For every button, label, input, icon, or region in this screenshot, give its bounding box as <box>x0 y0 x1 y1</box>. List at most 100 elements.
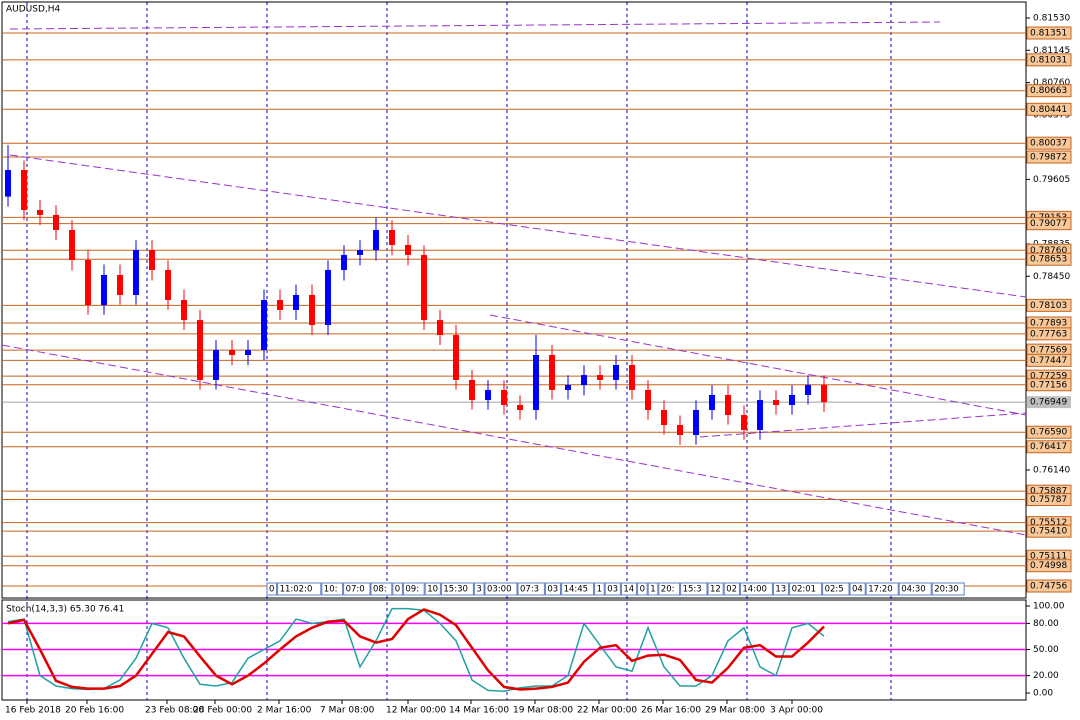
candle-body <box>53 214 59 230</box>
level-label: 0.77763 <box>1030 329 1067 339</box>
level-label: 0.77447 <box>1030 356 1067 366</box>
y-tick-label: 0.80760 <box>1033 78 1070 88</box>
candle-body <box>37 210 43 215</box>
trendline <box>1 344 1027 536</box>
time-mark-box <box>370 582 393 596</box>
level-label: 0.79077 <box>1030 219 1067 229</box>
time-mark-box <box>658 582 681 596</box>
candle-body <box>709 394 715 411</box>
time-mark-box <box>440 582 474 596</box>
time-mark: 08: <box>373 585 387 595</box>
level-label: 0.76417 <box>1030 442 1067 452</box>
time-mark: 20: <box>661 585 675 595</box>
candle-body <box>21 170 27 211</box>
level-box <box>1026 440 1072 454</box>
time-mark-box <box>473 582 485 596</box>
level-box <box>1026 102 1072 116</box>
time-mark: 14:00 <box>742 585 767 595</box>
time-mark-box <box>739 582 773 596</box>
current-price-label: 0.76949 <box>1030 398 1067 408</box>
time-mark: 1 <box>650 585 655 595</box>
time-mark: 07:0 <box>346 585 365 595</box>
candle-body <box>533 354 539 411</box>
time-mark-box <box>822 582 850 596</box>
candle-body <box>469 379 475 401</box>
level-box <box>1026 298 1072 312</box>
level-box <box>1026 353 1072 367</box>
time-mark-box <box>680 582 708 596</box>
stoch-line <box>7 607 825 693</box>
x-tick-label: 23 Feb 08:00 <box>145 706 204 716</box>
time-mark-box <box>321 582 344 596</box>
candle-body <box>677 425 683 435</box>
main-panel <box>1 1 1027 599</box>
x-tick-label: 2 Mar 16:00 <box>257 706 312 716</box>
candle-body <box>149 250 155 270</box>
time-mark-box <box>392 582 403 596</box>
level-label: 0.80441 <box>1030 105 1067 115</box>
level-label: 0.77893 <box>1030 318 1067 328</box>
candle-body <box>165 269 171 300</box>
time-mark-box <box>637 582 648 596</box>
time-mark-box <box>772 582 790 596</box>
level-label: 0.79872 <box>1030 153 1067 163</box>
candle-body <box>357 250 363 255</box>
level-label: 0.78653 <box>1030 255 1067 265</box>
level-label: 0.75887 <box>1030 487 1067 497</box>
candle-body <box>293 294 299 310</box>
candle-body <box>741 415 747 430</box>
x-tick-label: 16 Feb 2018 <box>5 706 61 716</box>
candle-body <box>773 400 779 405</box>
level-box <box>1026 252 1072 266</box>
time-mark: 12 <box>710 585 721 595</box>
candle-body <box>117 275 123 295</box>
time-mark: 04 <box>852 585 863 595</box>
time-mark: 02 <box>726 585 737 595</box>
candle-body <box>693 410 699 435</box>
candle-body <box>261 299 267 350</box>
time-mark: 3 <box>476 585 481 595</box>
candles <box>5 145 827 445</box>
level-box <box>1026 425 1072 439</box>
trendlines <box>1 21 1027 536</box>
time-mark: 1 <box>597 585 602 595</box>
time-mark-box <box>898 582 932 596</box>
level-box <box>1026 84 1072 98</box>
trendline <box>9 21 941 30</box>
time-mark-box <box>849 582 866 596</box>
candle-body <box>373 229 379 251</box>
stochastic: 100.00 80.00 50.00 20.00 0.00 <box>2 602 1065 699</box>
time-mark-box <box>266 582 278 596</box>
level-box <box>1026 493 1072 507</box>
level-box <box>1026 217 1072 231</box>
time-mark-box <box>343 582 371 596</box>
time-mark-box <box>544 582 562 596</box>
stoch-tick-label: 50.00 <box>1033 645 1059 655</box>
time-mark-box <box>723 582 740 596</box>
candle-body <box>565 385 571 390</box>
candle-body <box>341 254 347 270</box>
candle-body <box>645 389 651 411</box>
time-mark-box <box>484 582 518 596</box>
x-tick-label: 22 Mar 00:00 <box>577 706 637 716</box>
time-mark: 09: <box>405 585 419 595</box>
level-label: 0.74998 <box>1030 561 1067 571</box>
candle-body <box>437 320 443 336</box>
level-label: 0.81031 <box>1030 55 1067 65</box>
time-mark: 03 <box>547 585 558 595</box>
time-mark-box <box>620 582 638 596</box>
candle-body <box>5 170 11 197</box>
level-box <box>1026 136 1072 150</box>
levels <box>2 32 1026 587</box>
trendline <box>9 154 1027 298</box>
time-mark-box <box>789 582 823 596</box>
level-label: 0.75512 <box>1030 518 1067 528</box>
x-tick-label: 7 Mar 08:00 <box>320 706 375 716</box>
time-mark-box <box>604 582 621 596</box>
time-mark-box <box>594 582 605 596</box>
level-box <box>1026 378 1072 392</box>
candle-body <box>69 229 75 260</box>
candle-body <box>325 269 331 325</box>
